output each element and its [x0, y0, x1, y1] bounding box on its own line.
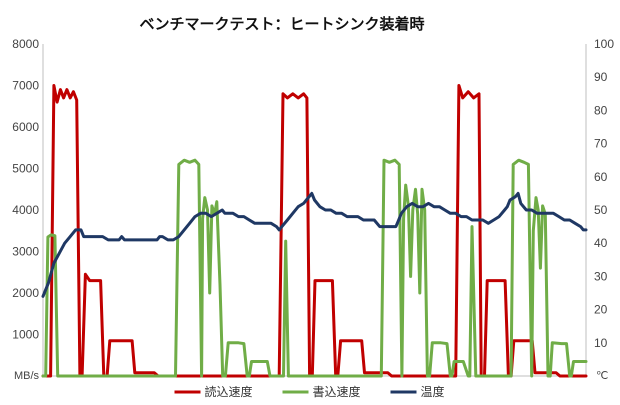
y-left-tick-label: 1000 [12, 328, 39, 342]
legend-label: 書込速度 [313, 384, 361, 399]
y-right-tick-label: 40 [594, 236, 608, 250]
y-left-tick-label: 8000 [12, 37, 39, 51]
y-left-tick-label: 6000 [12, 120, 39, 134]
y-left-tick-label: 4000 [12, 203, 39, 217]
y-left-tick-label: 2000 [12, 286, 39, 300]
y-left-tick-label: 7000 [12, 79, 39, 93]
legend-item-read-speed: 読込速度 [174, 384, 253, 399]
chart-title: ベンチマークテスト：ヒートシンク装着時 [139, 15, 424, 33]
legend-item-temperature: 温度 [390, 384, 445, 399]
y-right-unit-label: ℃ [596, 370, 608, 382]
y-right-tick-label: 100 [594, 37, 614, 51]
y-left-unit-label: MB/s [14, 370, 40, 382]
y-left-tick-label: 3000 [12, 245, 39, 259]
y-right-tick-label: 80 [594, 103, 608, 117]
legend: 読込速度 書込速度 温度 [174, 384, 445, 399]
legend-label: 読込速度 [205, 384, 253, 399]
y-right-tick-label: 20 [594, 303, 608, 317]
legend-item-write-speed: 書込速度 [282, 384, 361, 399]
y-left-tick-label: 5000 [12, 162, 39, 176]
y-right-tick-label: 10 [594, 336, 608, 350]
y-right-tick-label: 30 [594, 269, 608, 283]
y-right-tick-label: 50 [594, 203, 608, 217]
series-layer [41, 84, 588, 378]
series-line-temperature [41, 191, 588, 298]
series-line-write-speed [41, 158, 588, 378]
y-right-tick-label: 90 [594, 70, 608, 84]
y-right-tick-label: 70 [594, 137, 608, 151]
y-right-tick-label: 60 [594, 170, 608, 184]
legend-label: 温度 [421, 384, 445, 399]
